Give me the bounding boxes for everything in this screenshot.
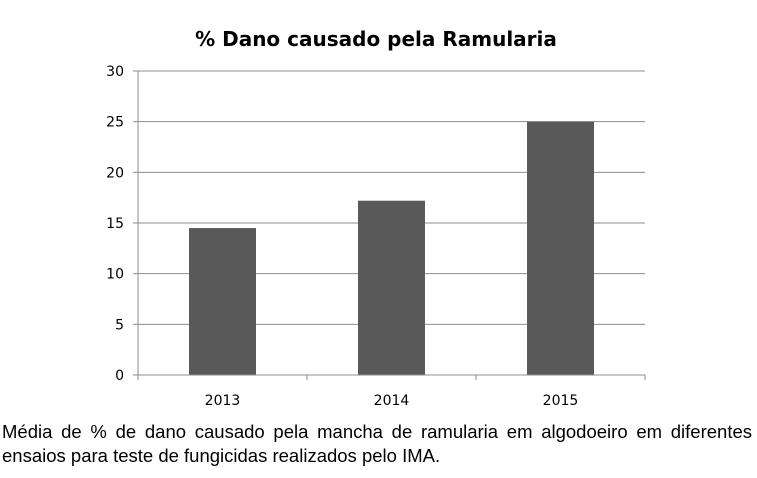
axes xyxy=(133,70,646,380)
bar-chart: % Dano causado pela Ramularia 0 5 10 15 20 25… xyxy=(106,27,646,409)
tick-labels: 0 5 10 15 20 25 30 2013 2014 2015 xyxy=(106,64,578,409)
y-tick-label: 30 xyxy=(106,64,124,80)
y-tick-label: 25 xyxy=(106,115,124,131)
x-tick-label: 2014 xyxy=(374,393,410,409)
bar-2013 xyxy=(189,228,256,375)
bars xyxy=(189,121,594,376)
figure-caption: Média de % de dano causado pela mancha d… xyxy=(2,421,752,466)
y-tick-label: 5 xyxy=(115,317,124,333)
x-tick-label: 2013 xyxy=(205,393,241,409)
bar-2015 xyxy=(527,121,594,376)
y-tick-label: 10 xyxy=(106,267,124,283)
y-tick-label: 20 xyxy=(106,165,124,181)
x-tick-label: 2015 xyxy=(543,393,579,409)
chart-title: % Dano causado pela Ramularia xyxy=(195,27,557,51)
bar-2014 xyxy=(358,200,425,375)
y-tick-label: 15 xyxy=(106,216,124,232)
y-tick-label: 0 xyxy=(115,368,124,384)
